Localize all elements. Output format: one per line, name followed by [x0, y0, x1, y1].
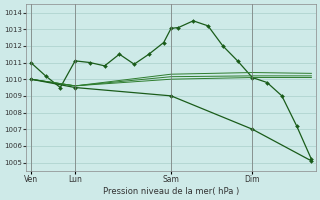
- X-axis label: Pression niveau de la mer( hPa ): Pression niveau de la mer( hPa ): [103, 187, 239, 196]
